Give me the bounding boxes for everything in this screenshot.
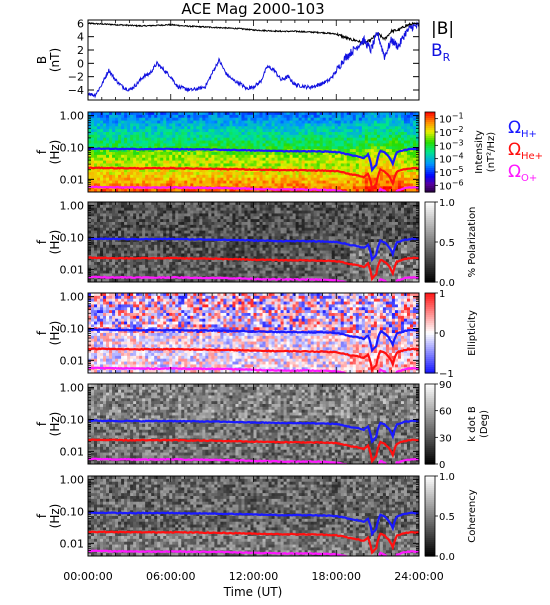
y-tick-label: 0.01: [60, 173, 85, 186]
y-tick-label: 0.01: [60, 263, 85, 276]
x-tick-label: 00:00:00: [63, 570, 112, 583]
y-tick-label: 0.01: [60, 354, 85, 367]
y-tick-label: 0.01: [60, 445, 85, 458]
colorbar-tick-label: 90: [439, 380, 452, 391]
legend-b-total: |B|: [431, 19, 454, 39]
colorbar-tick-label: 60: [439, 407, 452, 418]
colorbar-tick-label: −1: [439, 369, 454, 380]
y-tick-label: 0.10: [60, 322, 85, 335]
y-axis-unit-intensity: (Hz): [48, 140, 62, 165]
x-axis-label: Time (UT): [223, 585, 283, 599]
colorbar-title: k dot B: [467, 406, 478, 442]
y-tick-label: 0: [77, 57, 84, 70]
y-tick-label: 2: [77, 44, 84, 57]
colorbar-unit: (nT²/Hz): [486, 132, 497, 172]
colorbar-title: Intensity: [474, 130, 485, 174]
y-tick-label: 0.10: [60, 505, 85, 518]
x-tick-label: 06:00:00: [146, 570, 195, 583]
colorbar-tick-label: 30: [439, 433, 452, 444]
y-tick-label: −2: [68, 71, 84, 84]
y-tick-label: 0.01: [60, 537, 85, 550]
figure-title: ACE Mag 2000-103: [181, 0, 324, 18]
y-axis-unit-ellipticity: (Hz): [48, 321, 62, 346]
y-tick-label: 1.00: [60, 200, 85, 213]
x-tick-label: 18:00:00: [312, 570, 361, 583]
colorbar-title: Coherency: [467, 489, 478, 542]
y-axis-unit-coherency: (Hz): [48, 504, 62, 529]
colorbar-tick-label: 0.5: [439, 512, 455, 523]
y-tick-label: 0.10: [60, 141, 85, 154]
colorbar-tick-label: 0.5: [439, 238, 455, 249]
colorbar-tick-label: 1.0: [439, 472, 455, 483]
colorbar-title: Ellipticity: [467, 310, 478, 356]
colorbar-tick-label: 1: [439, 289, 445, 300]
x-tick-label: 12:00:00: [229, 570, 278, 583]
y-tick-label: 1.00: [60, 474, 85, 487]
colorbar-tick-label: 0.0: [439, 278, 455, 289]
colorbar-unit: (Deg): [479, 410, 490, 438]
y-axis-unit-polarization: (Hz): [48, 230, 62, 255]
x-tick-label: 24:00:00: [394, 570, 443, 583]
y-tick-label: 0.10: [60, 413, 85, 426]
colorbar-tick-label: 1.0: [439, 198, 455, 209]
colorbar-tick-label: 0: [439, 329, 445, 340]
colorbar-title: % Polarization: [467, 207, 478, 278]
y-tick-label: 4: [77, 31, 84, 44]
y-tick-label: 1.00: [60, 110, 85, 123]
y-tick-label: 6: [77, 17, 84, 30]
y-tick-label: 0.10: [60, 231, 85, 244]
colorbar-tick-label: 0: [439, 460, 445, 471]
y-axis-label-field: B: [35, 56, 49, 64]
y-tick-label: 1.00: [60, 382, 85, 395]
y-axis-unit-kdotb: (Hz): [48, 412, 62, 437]
colorbar-tick-label: 0.0: [439, 552, 455, 563]
y-axis-unit-field: (nT): [48, 48, 62, 72]
y-tick-label: 1.00: [60, 291, 85, 304]
y-tick-label: −4: [68, 84, 84, 97]
